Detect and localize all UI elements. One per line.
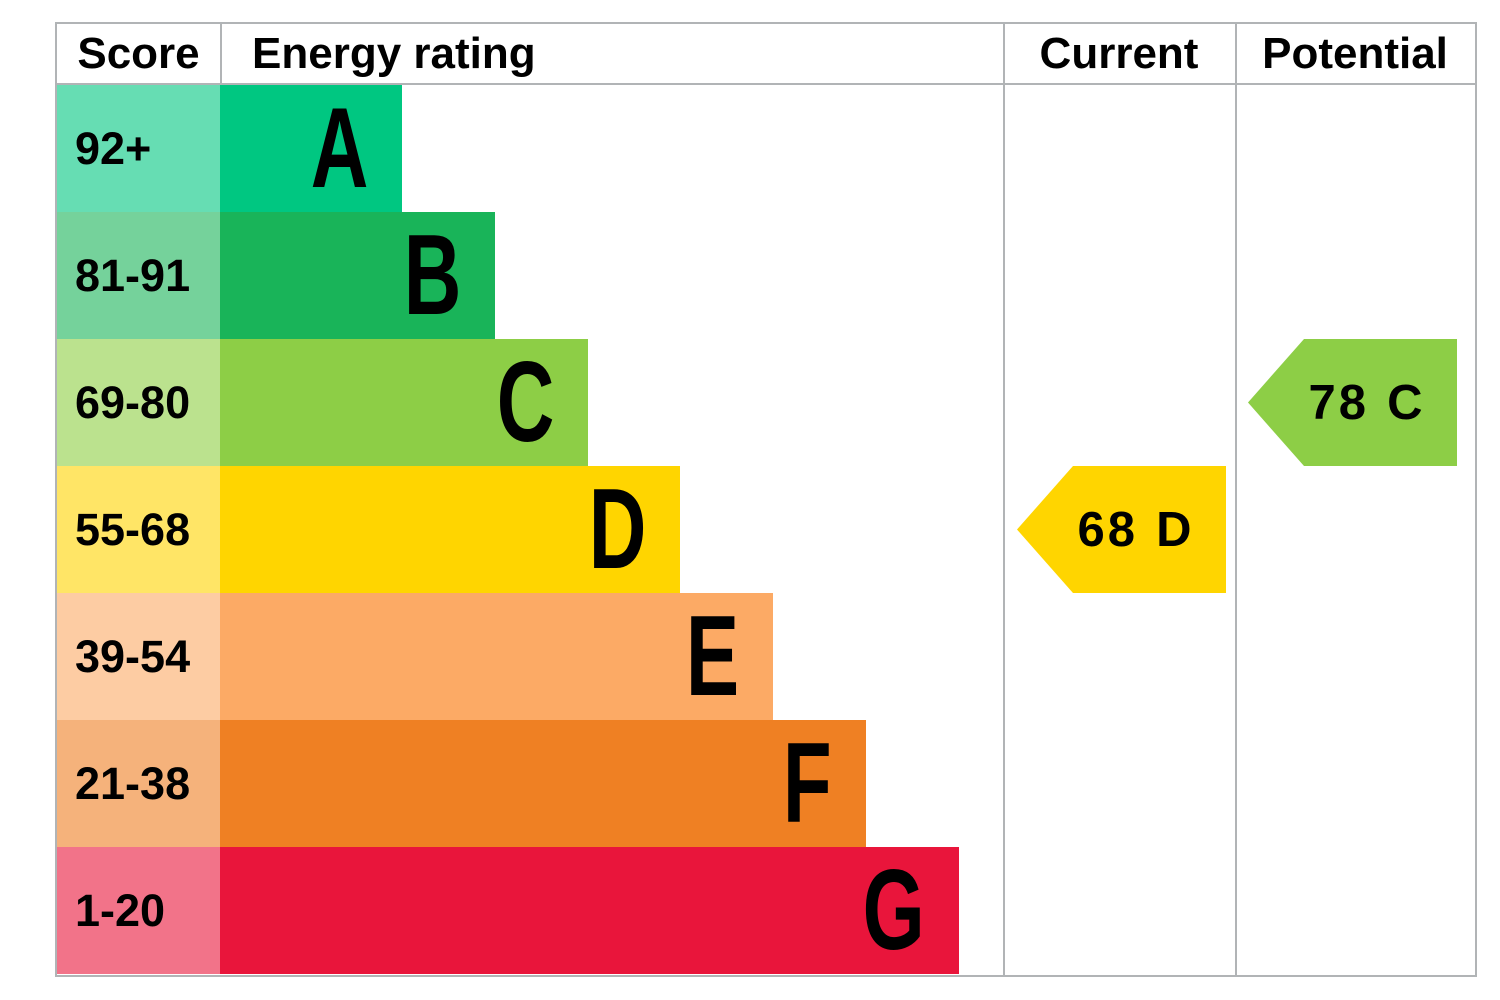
epc-table: Score Energy rating Current Potential 92…	[55, 22, 1477, 977]
band-bar: F	[220, 720, 866, 847]
column-divider-potential	[1235, 24, 1237, 975]
current-band-letter: D	[1156, 502, 1192, 557]
potential-band-letter: C	[1387, 375, 1423, 430]
band-letter: B	[403, 211, 461, 339]
header-score-divider	[220, 24, 222, 83]
band-letter: F	[783, 719, 832, 847]
band-score-cell: 81-91	[57, 212, 220, 339]
band-score-label: 55-68	[75, 503, 191, 555]
band-rows: 92+ A 81-91 B 69-80 C 55-68 D 39-54	[57, 85, 1475, 975]
header-current-label: Current	[1039, 28, 1199, 78]
band-letter: C	[496, 338, 554, 466]
band-row: 21-38 F	[57, 720, 1475, 847]
band-row: 55-68 D	[57, 466, 1475, 593]
band-row: 1-20 G	[57, 847, 1475, 974]
band-score-label: 92+	[75, 122, 152, 174]
potential-score-value: 78	[1308, 375, 1370, 430]
band-bar: E	[220, 593, 773, 720]
column-divider-current	[1003, 24, 1005, 975]
band-letter: D	[588, 465, 646, 593]
band-score-cell: 1-20	[57, 847, 220, 974]
band-score-cell: 21-38	[57, 720, 220, 847]
band-bar: A	[220, 85, 402, 212]
band-bar: D	[220, 466, 680, 593]
band-row: 69-80 C	[57, 339, 1475, 466]
current-score-value: 68	[1077, 502, 1139, 557]
band-row: 81-91 B	[57, 212, 1475, 339]
header-potential-label: Potential	[1262, 28, 1448, 78]
band-score-label: 69-80	[75, 376, 191, 428]
band-letter: A	[310, 84, 368, 212]
band-letter: G	[862, 846, 925, 974]
header-score-label: Score	[77, 28, 200, 78]
band-row: 92+ A	[57, 85, 1475, 212]
band-bar: B	[220, 212, 495, 339]
band-score-cell: 92+	[57, 85, 220, 212]
band-score-cell: 69-80	[57, 339, 220, 466]
band-score-label: 81-91	[75, 249, 191, 301]
band-score-cell: 39-54	[57, 593, 220, 720]
band-bar: G	[220, 847, 959, 974]
band-bar: C	[220, 339, 588, 466]
band-score-cell: 55-68	[57, 466, 220, 593]
band-score-label: 39-54	[75, 630, 191, 682]
band-score-label: 21-38	[75, 757, 191, 809]
band-row: 39-54 E	[57, 593, 1475, 720]
header-row: Score Energy rating Current Potential	[57, 24, 1475, 85]
band-score-label: 1-20	[75, 884, 166, 936]
header-energy-rating-label: Energy rating	[252, 28, 536, 78]
band-letter: E	[685, 592, 739, 720]
